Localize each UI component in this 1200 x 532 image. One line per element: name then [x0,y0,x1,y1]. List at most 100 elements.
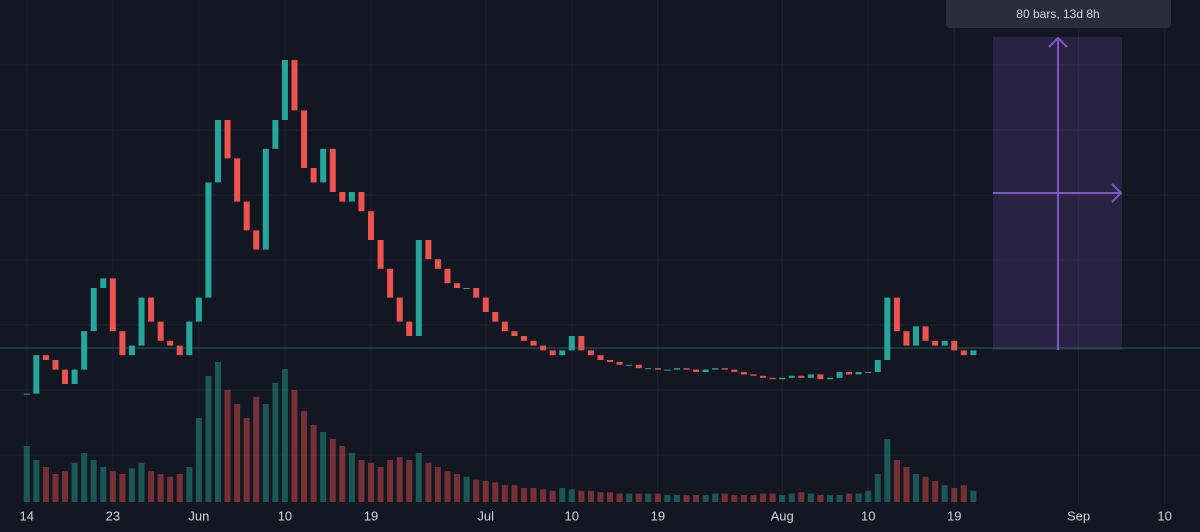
volume-bar [673,495,680,502]
volume-bar [367,462,374,502]
candle [769,377,776,380]
candle [779,377,786,380]
volume-bar [157,474,164,502]
candle [377,240,384,269]
volume-bar [339,446,346,502]
candle [683,368,690,370]
candle [138,297,145,346]
candle [673,368,680,370]
volume-bar [941,485,948,502]
volume-bar [846,493,853,502]
candle [348,192,355,202]
candle [836,372,843,378]
volume-bar [750,495,757,502]
candle [23,393,30,395]
volume-bar [760,493,767,502]
volume-bar [568,489,575,502]
volume-bar [454,474,461,502]
candle [645,368,652,370]
candle [932,340,939,346]
candle [712,368,719,370]
x-axis: 14 23 Jun 10 19 Jul 10 19 Aug 10 19 Sep 10 [20,508,1172,523]
volume-bar [893,460,900,502]
candle [71,369,78,384]
x-tick-label: Aug [771,508,794,523]
candle [33,355,40,394]
candle [205,182,212,298]
volume-bar [406,460,413,502]
volume-bar [253,397,260,502]
volume-bar [530,488,537,502]
candle [807,374,814,378]
volume-bar [702,495,709,502]
volume-bar [788,493,795,502]
volume-bar [549,490,556,502]
volume-bar [645,493,652,502]
volume-bar [664,495,671,502]
candle [119,331,126,356]
candle [626,364,633,366]
volume-bar [243,418,250,502]
candle [109,278,116,332]
candle [195,297,202,322]
volume-bar [903,467,910,502]
volume-bar [492,482,499,502]
measure-arrow-up [1048,36,1068,48]
volume-bar [482,481,489,502]
candle [176,345,183,356]
volume-bar [951,488,958,502]
volume-bar [693,495,700,502]
volume-bar [932,481,939,502]
x-tick-label: Jun [188,508,209,523]
candle [693,369,700,372]
candle [530,340,537,346]
candle [817,374,824,380]
candle [42,355,49,360]
candle [578,336,585,351]
candle [463,288,470,289]
volume-bar [148,471,155,502]
volume-bar [520,488,527,502]
x-tick-label: 10 [1157,508,1171,523]
candle [90,288,97,332]
candle [329,148,336,192]
x-tick-label: 10 [278,508,292,523]
volume-bar [81,453,88,502]
volume-bar [540,489,547,502]
candle [473,288,480,298]
x-tick-label: 23 [106,508,120,523]
volume-bar [884,439,891,502]
candle [148,297,155,322]
candle [740,372,747,375]
volume-bar [616,493,623,502]
volume-bar [769,493,776,502]
volume-bar [138,462,145,502]
candle [798,375,805,378]
volume-bar [205,376,212,502]
volume-bar [224,390,231,502]
candle [81,331,88,370]
candle [444,268,451,284]
volume-bar [272,383,279,502]
volume-bar [167,476,174,502]
volume-bar [109,471,116,502]
candle [339,192,346,202]
candle [664,369,671,371]
volume-bar [42,467,49,502]
volume-bar [234,404,241,502]
candle [970,350,977,356]
volume-bar [473,479,480,502]
measure-label: 80 bars, 13d 8h [1016,7,1099,21]
candle [224,120,231,159]
candle [387,268,394,298]
volume-bar [731,495,738,502]
x-tick-label: 19 [947,508,961,523]
candle [396,297,403,322]
volume-bar [262,404,269,502]
measure-label-box [946,0,1171,28]
candle [654,368,661,370]
candle [243,201,250,231]
candle [951,340,958,351]
volume-bar [281,369,288,502]
